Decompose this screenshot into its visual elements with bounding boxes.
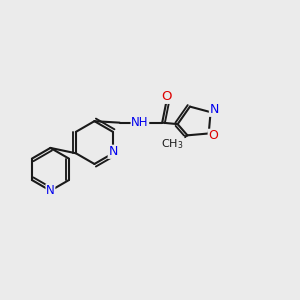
Text: N: N [46,184,55,197]
Text: O: O [161,90,172,103]
Text: O: O [208,129,218,142]
Text: NH: NH [131,116,148,129]
Text: CH$_3$: CH$_3$ [161,137,184,151]
Text: N: N [108,145,118,158]
Text: N: N [209,103,219,116]
